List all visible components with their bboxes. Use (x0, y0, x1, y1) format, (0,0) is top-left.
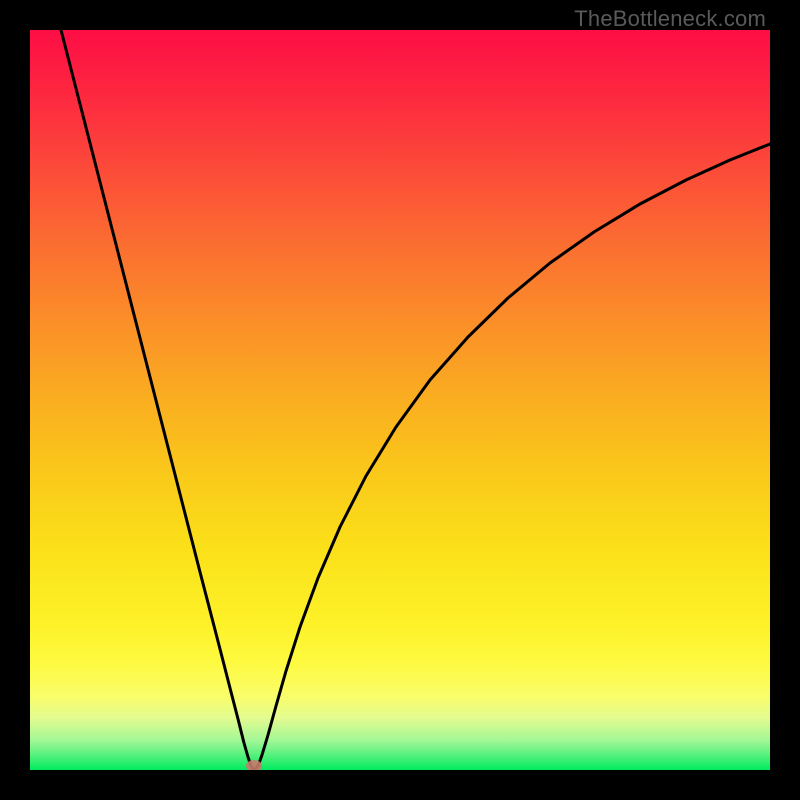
watermark-text: TheBottleneck.com (574, 6, 766, 32)
plot-area (30, 30, 770, 770)
bottleneck-curve (30, 30, 770, 770)
chart-frame: TheBottleneck.com (0, 0, 800, 800)
